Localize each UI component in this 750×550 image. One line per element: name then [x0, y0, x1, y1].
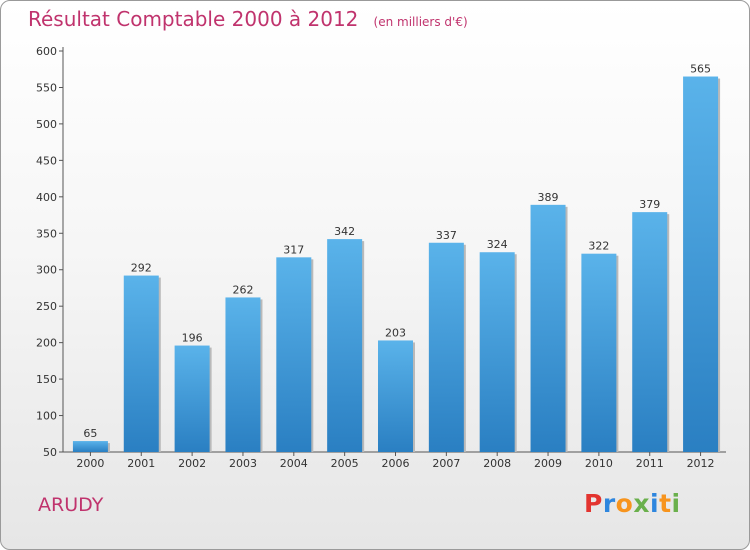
bar	[327, 239, 363, 452]
bar-value-label: 324	[487, 238, 508, 251]
x-tick-label: 2003	[229, 457, 257, 470]
bar	[428, 242, 464, 452]
title-row: Résultat Comptable 2000 à 2012 (en milli…	[28, 7, 468, 31]
bar	[225, 297, 261, 452]
x-tick-label: 2001	[127, 457, 155, 470]
y-tick-label: 350	[36, 227, 57, 240]
bar	[123, 275, 159, 452]
x-tick-label: 2009	[534, 457, 562, 470]
bar-value-label: 342	[334, 225, 355, 238]
x-tick-label: 2011	[636, 457, 664, 470]
y-tick-label: 600	[36, 45, 57, 58]
x-tick-label: 2012	[687, 457, 715, 470]
y-tick-label: 550	[36, 81, 57, 94]
logo-letter: r	[602, 489, 616, 518]
logo-letter: t	[659, 489, 672, 518]
x-tick-label: 2000	[76, 457, 104, 470]
bar-value-label: 65	[83, 427, 97, 440]
logo-letter: P	[584, 489, 603, 518]
y-tick-label: 400	[36, 191, 57, 204]
bar	[378, 340, 413, 452]
bar	[632, 212, 668, 452]
y-tick-label: 200	[36, 337, 57, 350]
y-tick-label: 50	[43, 446, 57, 459]
bar-value-label: 196	[182, 332, 203, 345]
logo-letter: o	[615, 489, 634, 518]
bar-value-label: 322	[588, 240, 609, 253]
bar	[683, 76, 719, 452]
x-tick-label: 2007	[432, 457, 460, 470]
logo-letter: x	[633, 489, 650, 518]
bar	[72, 441, 108, 452]
bar	[276, 257, 312, 452]
x-tick-label: 2002	[178, 457, 206, 470]
y-tick-label: 100	[36, 410, 57, 423]
chart-title: Résultat Comptable 2000 à 2012	[28, 7, 359, 31]
y-tick-label: 500	[36, 118, 57, 131]
bar-value-label: 389	[538, 191, 559, 204]
city-label: ARUDY	[38, 494, 104, 516]
bar-value-label: 317	[283, 243, 304, 256]
bar-value-label: 292	[131, 262, 152, 275]
x-tick-label: 2010	[585, 457, 613, 470]
y-tick-label: 300	[36, 264, 57, 277]
x-tick-label: 2006	[382, 457, 410, 470]
bar-value-label: 379	[639, 198, 660, 211]
bar-value-label: 262	[232, 283, 253, 296]
x-tick-label: 2005	[331, 457, 359, 470]
bar	[174, 345, 210, 452]
x-tick-label: 2008	[483, 457, 511, 470]
chart-subtitle: (en milliers d'€)	[373, 15, 468, 29]
bar-value-label: 337	[436, 229, 457, 242]
bar-value-label: 203	[385, 326, 406, 339]
logo-letter: i	[671, 489, 681, 518]
proxiti-logo: Proxiti	[584, 489, 681, 518]
bar	[581, 253, 617, 452]
y-tick-label: 150	[36, 373, 57, 386]
bar	[530, 204, 566, 452]
bar	[479, 252, 515, 452]
y-tick-label: 450	[36, 154, 57, 167]
y-tick-label: 250	[36, 300, 57, 313]
logo-letter: i	[650, 489, 660, 518]
x-tick-label: 2004	[280, 457, 308, 470]
bar-value-label: 565	[690, 63, 711, 76]
